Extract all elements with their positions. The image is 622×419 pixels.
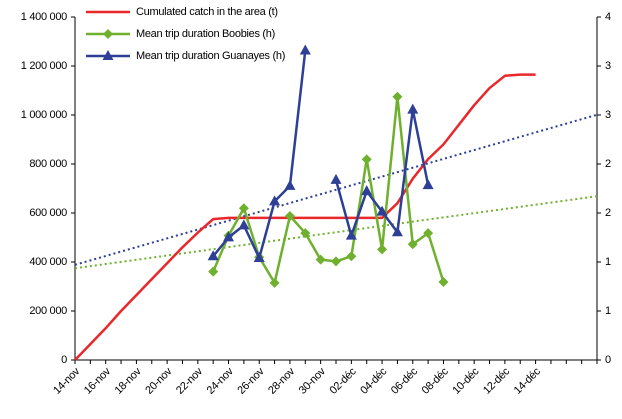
- data-point: [407, 239, 418, 250]
- x-tick-label: 02-déc: [328, 365, 360, 397]
- x-tick-label: 24-nov: [205, 365, 237, 397]
- x-tick-label: 12-déc: [481, 365, 513, 397]
- data-point: [361, 154, 372, 165]
- x-tick-label: 14-nov: [51, 365, 83, 397]
- y-tick-label: 1 000 000: [21, 109, 67, 121]
- x-tick-label: 18-nov: [113, 365, 145, 397]
- data-point: [345, 229, 357, 240]
- x-tick-label: 06-déc: [389, 365, 421, 397]
- y2-tick-label: 0: [605, 354, 611, 366]
- trendline: [74, 113, 598, 266]
- data-point: [392, 91, 403, 102]
- x-tick-label: 28-nov: [266, 365, 298, 397]
- x-tick-label: 16-nov: [82, 365, 114, 397]
- y-tick-label: 0: [61, 354, 67, 366]
- data-point: [253, 251, 265, 262]
- y-tick-label: 800 000: [29, 158, 67, 170]
- x-tick-label: 30-nov: [297, 365, 329, 397]
- y2-tick-label: 2: [605, 207, 611, 219]
- x-tick-label: 04-déc: [358, 365, 390, 397]
- series-line: [74, 73, 536, 361]
- data-point: [284, 210, 295, 221]
- y-tick-label: 1 400 000: [21, 11, 67, 23]
- data-point: [299, 44, 311, 55]
- x-tick-label: 26-nov: [235, 365, 267, 397]
- data-point: [284, 179, 296, 190]
- x-tick-label: 10-déc: [450, 365, 482, 397]
- y2-tick-label: 2: [605, 158, 611, 170]
- data-point: [438, 276, 449, 287]
- data-point: [300, 228, 311, 239]
- y2-tick-label: 3: [605, 109, 611, 121]
- y-tick-label: 200 000: [29, 305, 67, 317]
- series-line: [212, 95, 445, 285]
- data-point: [330, 173, 342, 184]
- data-point: [331, 256, 341, 267]
- data-point: [238, 203, 249, 214]
- data-point: [269, 195, 281, 206]
- data-point: [376, 205, 388, 216]
- data-point: [269, 277, 280, 288]
- y-tick-label: 600 000: [29, 207, 67, 219]
- data-point: [238, 219, 250, 230]
- legend-label: Cumulated catch in the area (t): [136, 6, 278, 18]
- x-tick-label: 20-nov: [143, 365, 175, 397]
- data-point: [207, 250, 219, 261]
- data-point: [422, 179, 434, 190]
- y2-tick-label: 1: [605, 256, 611, 268]
- data-point: [315, 254, 326, 265]
- data-point: [407, 103, 419, 114]
- data-point: [223, 231, 235, 242]
- x-tick-label: 08-déc: [420, 365, 452, 397]
- data-point: [377, 244, 388, 255]
- legend-marker: [103, 29, 113, 39]
- legend-marker: [102, 50, 114, 60]
- y2-tick-label: 3: [605, 60, 611, 72]
- data-point: [361, 185, 373, 196]
- legend-label: Mean trip duration Guanayes (h): [136, 50, 285, 62]
- data-point: [346, 251, 357, 262]
- data-point: [423, 228, 434, 239]
- x-tick-label: 22-nov: [174, 365, 206, 397]
- legend-label: Mean trip duration Boobies (h): [136, 28, 275, 40]
- data-point: [391, 226, 403, 237]
- y-tick-label: 400 000: [29, 256, 67, 268]
- y2-tick-label: 4: [605, 11, 611, 23]
- y2-tick-label: 1: [605, 305, 611, 317]
- data-point: [208, 266, 219, 277]
- y-tick-label: 1 200 000: [21, 60, 67, 72]
- x-tick-label: 14-déc: [512, 365, 544, 397]
